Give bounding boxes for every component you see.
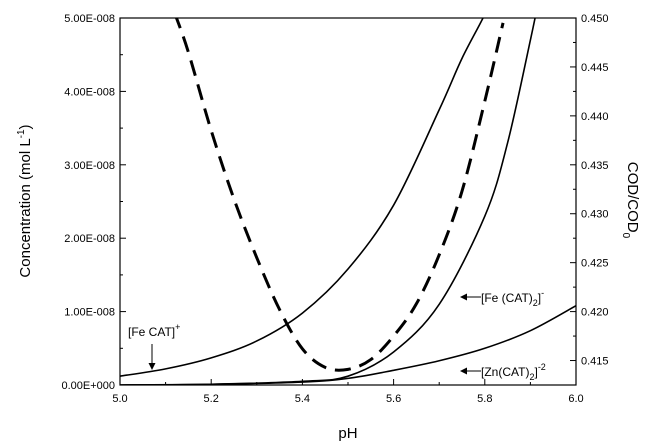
y-left-tick-label: 1.00E-008 [64,307,115,319]
y-right-tick-label: 0.425 [581,258,609,270]
x-axis: 5.0 5.2 5.4 5.6 5.8 6.0 [112,379,584,405]
series-fe-cat [120,18,484,377]
x-tick-label: 5.0 [112,393,127,405]
y-axis-right-title: COD/COD0 [620,162,641,239]
y-right-tick-label: 0.415 [581,356,609,368]
y-right-tick-label: 0.430 [581,209,609,221]
y-right-tick-label: 0.420 [581,307,609,319]
y-left-tick-label: 0.00E+000 [61,380,115,392]
y-left-tick-label: 5.00E-008 [64,13,115,25]
y-right-tick-label: 0.450 [581,13,609,25]
x-tick-label: 5.8 [477,393,492,405]
y-right-tick-label: 0.440 [581,111,609,123]
series-cod [174,18,505,372]
y-axis-left: 0.00E+000 1.00E-008 2.00E-008 3.00E-008 4.00… [61,13,126,392]
annotation-fe-cat: [Fe CAT]+ [128,322,180,339]
y-right-tick-label: 0.445 [581,62,609,74]
x-tick-label: 5.4 [295,393,310,405]
y-axis-left-title: Concentration (mol L-1) [16,124,34,277]
x-tick-label: 5.2 [204,393,219,405]
series-zn-cat2 [120,305,576,385]
series-fe-cat2 [120,18,536,385]
y-axis-right: 0.415 0.420 0.425 0.430 0.435 0.440 0.445 0.450 [570,13,609,368]
x-tick-label: 5.6 [386,393,401,405]
x-tick-label: 6.0 [568,393,583,405]
series-layer [120,18,576,385]
x-axis-title: pH [338,425,357,442]
y-left-tick-label: 2.00E-008 [64,233,115,245]
annotation-zn-cat2: [Zn(CAT)2]-2 [481,362,546,382]
y-left-tick-label: 4.00E-008 [64,86,115,98]
plot-frame [119,17,577,386]
y-left-tick-label: 3.00E-008 [64,160,115,172]
y-right-tick-label: 0.435 [581,160,609,172]
annotation-fe-cat2: [Fe (CAT)2]- [481,288,544,308]
